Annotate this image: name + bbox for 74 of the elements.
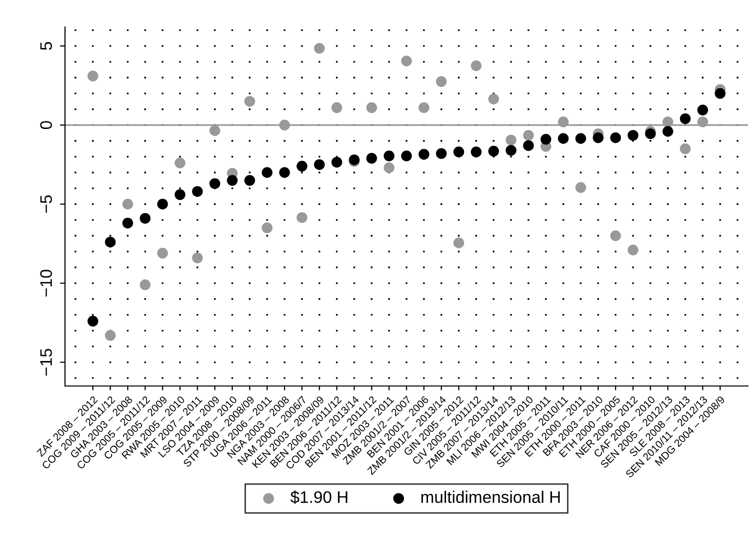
- point: [680, 143, 691, 154]
- point: [575, 182, 586, 193]
- y-tick-label: 5: [40, 42, 52, 50]
- point: [366, 152, 378, 164]
- point: [610, 230, 621, 242]
- point: [697, 116, 708, 128]
- point: [296, 160, 308, 172]
- point: [523, 130, 534, 141]
- point: [331, 102, 342, 114]
- point: [523, 140, 534, 151]
- legend-label: multidimensional H: [421, 490, 560, 503]
- point: [662, 116, 674, 128]
- point: [366, 102, 378, 114]
- point: [506, 144, 516, 156]
- y-tick-label: −5: [40, 195, 52, 213]
- point: [488, 94, 499, 104]
- point: [244, 96, 256, 107]
- point: [279, 167, 290, 178]
- point: [104, 236, 116, 248]
- point: [140, 212, 151, 224]
- point: [575, 133, 586, 144]
- point: [279, 120, 290, 130]
- point: [645, 128, 656, 140]
- point: [122, 218, 134, 228]
- point: [314, 42, 325, 54]
- point: [384, 150, 394, 162]
- point: [192, 252, 203, 264]
- point: [244, 175, 256, 186]
- point: [192, 186, 203, 197]
- point: [558, 133, 569, 144]
- point: [628, 244, 638, 256]
- point: [174, 189, 186, 200]
- point: [453, 146, 464, 158]
- point: [418, 148, 430, 160]
- point: [331, 156, 342, 168]
- point: [628, 130, 638, 141]
- point: [488, 146, 499, 157]
- point: [174, 158, 186, 168]
- point: [470, 146, 482, 158]
- point: [592, 132, 604, 144]
- point: [262, 167, 272, 178]
- point: [697, 104, 708, 116]
- point: [262, 222, 272, 234]
- legend-label: $1.90 H: [290, 490, 348, 504]
- point: [506, 134, 516, 146]
- point: [104, 330, 116, 341]
- point: [157, 248, 168, 259]
- y-tick-label: −15: [40, 348, 52, 376]
- point: [418, 102, 430, 114]
- point: [209, 178, 220, 189]
- point: [714, 88, 726, 99]
- point: [470, 60, 482, 72]
- point: [436, 148, 447, 159]
- point: [226, 175, 238, 186]
- point: [453, 237, 464, 248]
- y-tick-label: −10: [40, 270, 52, 297]
- point: [314, 159, 325, 170]
- point: [209, 125, 220, 136]
- point: [436, 76, 447, 87]
- point: [610, 132, 621, 144]
- point: [157, 198, 168, 210]
- point: [88, 316, 98, 327]
- y-tick-label: 0: [40, 121, 52, 130]
- point: [140, 279, 151, 290]
- point: [296, 212, 308, 223]
- point: [122, 198, 134, 210]
- point: [540, 134, 552, 145]
- point: [662, 126, 674, 137]
- point: [680, 113, 691, 124]
- point: [88, 70, 98, 82]
- point: [401, 56, 412, 66]
- point: [558, 116, 569, 128]
- point: [401, 150, 412, 162]
- point: [384, 162, 394, 174]
